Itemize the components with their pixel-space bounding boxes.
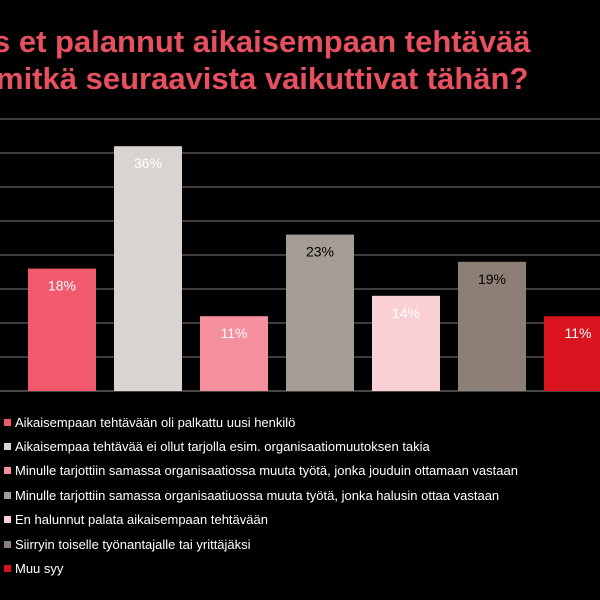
legend-swatch [4, 516, 11, 524]
data-label-4: 23% [306, 244, 334, 260]
bar-3 [200, 316, 268, 391]
data-label-7: 11% [565, 325, 592, 341]
legend: Aikaisempaan tehtävään oli palkattu uusi… [4, 410, 600, 581]
legend-swatch [4, 565, 11, 573]
chart-title: s et palannut aikaisempaan tehtävää mitk… [0, 0, 600, 110]
legend-label: Minulle tarjottiin samassa organisaatiuo… [15, 487, 500, 503]
legend-label: Minulle tarjottiin samassa organisaatios… [15, 463, 518, 479]
legend-item-1: Aikaisempaan tehtävään oli palkattu uusi… [4, 410, 600, 434]
legend-item-4: Minulle tarjottiin samassa organisaatiuo… [4, 483, 600, 507]
data-label-5: 14% [392, 305, 420, 321]
chart-title-line-1: s et palannut aikaisempaan tehtävää [0, 24, 531, 59]
legend-swatch [4, 540, 11, 548]
legend-label: Muu syy [15, 561, 64, 577]
legend-item-5: En halunnut palata aikaisempaan tehtävää… [4, 508, 600, 532]
data-label-2: 36% [134, 155, 162, 171]
data-label-3: 11% [221, 325, 248, 341]
legend-swatch [4, 491, 11, 499]
legend-label: Aikaisempaan tehtävään oli palkattu uusi… [15, 414, 296, 430]
legend-label: En halunnut palata aikaisempaan tehtävää… [15, 512, 268, 528]
legend-item-6: Siirryin toiselle työnantajalle tai yrit… [4, 532, 600, 556]
legend-swatch [4, 443, 11, 451]
legend-label: Siirryin toiselle työnantajalle tai yrit… [15, 536, 251, 552]
legend-item-7: Muu syy [4, 556, 600, 580]
legend-label: Aikaisempaa tehtävää ei ollut tarjolla e… [15, 439, 430, 455]
bar-4 [286, 234, 354, 391]
legend-swatch [4, 467, 11, 475]
legend-swatch [4, 418, 11, 426]
data-labels: 18% 36% 11% 23% 14% 19% 11% [48, 155, 592, 341]
bar-2 [114, 146, 182, 391]
legend-item-2: Aikaisempaa tehtävää ei ollut tarjolla e… [4, 434, 600, 458]
bars [28, 146, 600, 391]
legend-item-3: Minulle tarjottiin samassa organisaatios… [4, 459, 600, 483]
chart-title-line-2: mitkä seuraavista vaikuttivat tähän? [0, 61, 529, 96]
data-label-6: 19% [478, 271, 506, 287]
bar-7 [544, 316, 600, 391]
bar-6 [458, 261, 526, 391]
bar-1 [28, 268, 96, 391]
bar-5 [372, 295, 440, 391]
data-label-1: 18% [48, 278, 76, 294]
